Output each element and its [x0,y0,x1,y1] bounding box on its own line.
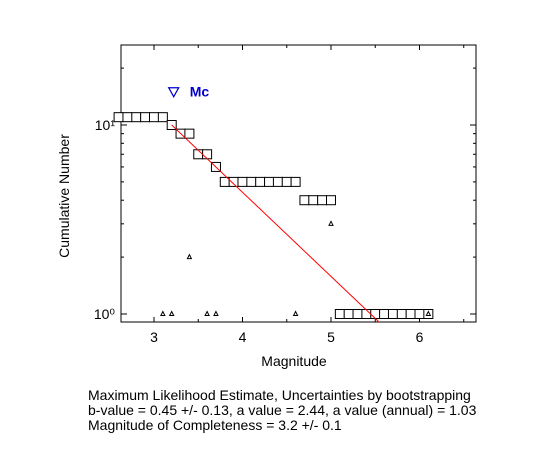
square-point [157,112,168,123]
square-point [184,128,195,139]
triangle-point [160,310,166,316]
square-point [228,176,239,187]
triangle-point [204,310,210,316]
square-point [379,309,390,319]
square-point [140,112,151,123]
square-point [387,309,398,319]
y-axis-label: Cumulative Number [56,134,72,258]
triangle-point [186,253,193,260]
square-point [122,112,133,123]
square-point [396,309,407,319]
square-point [352,309,363,319]
caption: Maximum Likelihood Estimate, Uncertainti… [88,388,476,433]
square-point [264,176,275,187]
x-tick-label: 6 [416,329,424,345]
square-point [255,176,266,187]
square-point [131,112,142,123]
square-point [405,309,416,319]
square-point [326,195,336,206]
triangle-point [292,310,299,316]
square-point [299,195,310,206]
x-tick-label: 4 [239,329,247,345]
caption-line-2: b-value = 0.45 +/- 0.13, a value = 2.44,… [88,402,477,418]
x-tick-label: 3 [150,329,158,345]
square-point [290,176,301,187]
square-point [343,309,354,319]
square-point [361,309,372,319]
caption-line-3: Magnitude of Completeness = 3.2 +/- 0.1 [88,417,342,433]
square-point [414,309,425,319]
y-tick-label: 10¹ [95,117,116,133]
square-point [149,112,159,123]
triangle-point [168,310,175,316]
fit-line [171,124,381,324]
triangle-point [213,310,219,316]
square-point [317,195,328,206]
mc-label: Mc [190,84,210,100]
square-point [308,195,319,206]
square-point [281,176,292,187]
triangle-point [425,310,432,316]
caption-line-1: Maximum Likelihood Estimate, Uncertainti… [88,387,471,403]
triangle-point [328,220,334,226]
square-point [272,176,283,187]
square-point [113,112,124,123]
x-tick-label: 5 [327,329,335,345]
square-point [370,309,381,319]
square-point [193,149,204,160]
y-tick-label: 10⁰ [94,306,116,322]
x-axis-label: Magnitude [261,353,327,369]
square-point [237,176,248,187]
square-point [334,309,345,319]
square-point [202,149,213,160]
mc-marker [167,87,180,98]
square-point [246,176,257,187]
